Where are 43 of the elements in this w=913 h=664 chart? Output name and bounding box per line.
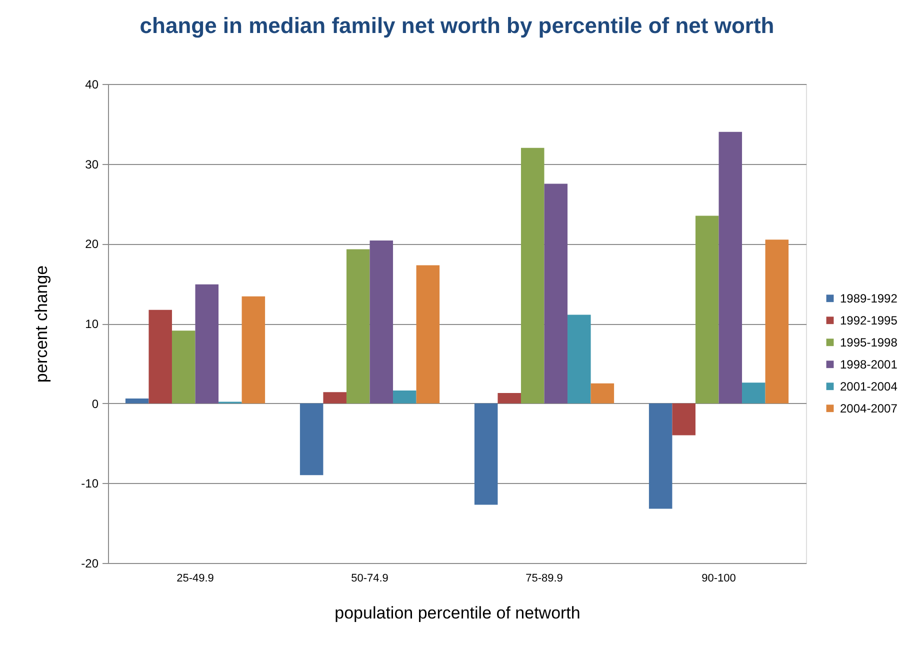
bar [242, 296, 266, 404]
bar [195, 284, 219, 404]
y-tick-label: -10 [81, 476, 99, 491]
bar [695, 216, 719, 404]
bar [672, 403, 696, 436]
x-tick-label: 75-89.9 [526, 572, 563, 584]
y-tick-label: 30 [85, 157, 99, 172]
bar [172, 330, 196, 404]
y-tick-label: 0 [92, 396, 99, 411]
x-tick-label: 25-49.9 [176, 572, 214, 584]
x-axis-title: population percentile of networth [334, 604, 580, 622]
bar [718, 132, 742, 404]
x-tick-label: 50-74.9 [351, 572, 388, 584]
legend-label: 1998-2001 [840, 357, 898, 372]
bar [742, 382, 766, 404]
legend-label: 2004-2007 [840, 401, 898, 416]
y-tick-label: 10 [85, 317, 99, 331]
bar [568, 314, 591, 404]
legend-label: 1995-1998 [840, 335, 898, 350]
bar [474, 403, 498, 505]
bar [765, 240, 789, 404]
legend-label: 1989-1992 [840, 291, 898, 306]
bar [393, 390, 416, 404]
bar [125, 398, 149, 404]
bar [648, 403, 672, 509]
x-tick-label: 90-100 [702, 572, 736, 584]
y-axis-title: percent change [32, 265, 52, 383]
bar [148, 310, 172, 404]
bar [590, 383, 614, 404]
y-tick-label: 40 [85, 78, 99, 92]
bar [520, 148, 544, 404]
bar [498, 392, 521, 404]
bar [416, 265, 440, 404]
y-tick-label: -20 [81, 556, 99, 570]
bar [370, 240, 394, 404]
bar [346, 249, 370, 404]
bar [323, 392, 346, 404]
bar [544, 184, 568, 404]
y-tick-label: 20 [85, 237, 99, 252]
legend-label: 1992-1995 [840, 313, 898, 328]
legend-label: 2001-2004 [840, 379, 898, 394]
chart-title: change in median family net worth by percentile of net worth [140, 13, 774, 38]
bar [300, 403, 324, 476]
